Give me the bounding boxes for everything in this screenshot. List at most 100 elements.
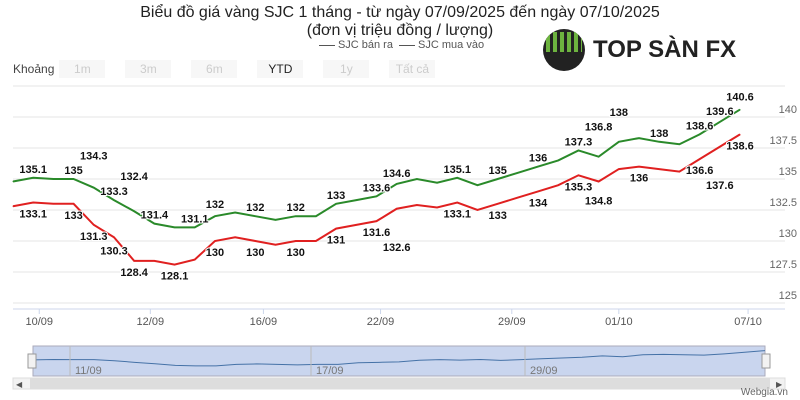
- range-all[interactable]: Tất cả: [389, 60, 436, 78]
- data-point: [93, 187, 95, 189]
- data-label: 133.3: [100, 186, 128, 198]
- range-ytd[interactable]: YTD: [257, 60, 304, 78]
- data-point: [295, 240, 297, 242]
- data-label: 134.8: [585, 195, 613, 207]
- y-tick-label: 130: [779, 228, 797, 240]
- navigator-handle-left[interactable]: [27, 353, 37, 369]
- range-3m[interactable]: 3m: [125, 60, 172, 78]
- legend-item-sell[interactable]: SJC bán ra: [316, 39, 393, 51]
- data-point: [618, 141, 620, 143]
- data-point: [497, 203, 499, 205]
- legend-item-buy[interactable]: SJC mua vào: [396, 39, 484, 51]
- data-label: 133: [488, 210, 506, 222]
- y-tick-label: 137.5: [769, 135, 797, 147]
- data-point: [93, 224, 95, 226]
- data-point: [32, 202, 34, 204]
- data-label: 131.1: [181, 213, 209, 225]
- data-label: 138: [650, 128, 668, 140]
- data-label: 137.3: [565, 136, 593, 148]
- data-point: [658, 141, 660, 143]
- data-label: 136.6: [686, 165, 714, 177]
- data-point: [275, 244, 277, 246]
- x-tick-label: 07/10: [734, 316, 762, 328]
- data-label: 128.4: [120, 267, 148, 279]
- data-point: [699, 158, 701, 160]
- data-label: 138.6: [726, 140, 754, 152]
- data-point: [315, 215, 317, 217]
- data-point: [153, 223, 155, 225]
- data-point: [52, 178, 54, 180]
- range-1m[interactable]: 1m: [59, 60, 106, 78]
- data-point: [214, 215, 216, 217]
- data-label: 136: [630, 173, 648, 185]
- logo: TOP SÀN FX: [535, 25, 761, 75]
- data-point: [557, 159, 559, 161]
- data-label: 135: [488, 165, 506, 177]
- y-tick-label: 140: [779, 104, 797, 116]
- data-point: [73, 203, 75, 205]
- data-label: 134: [529, 197, 548, 209]
- data-label: 133: [327, 190, 345, 202]
- data-label: 130.3: [100, 245, 128, 257]
- data-point: [113, 236, 115, 238]
- navigator-series: [32, 350, 766, 367]
- data-label: 132: [206, 199, 224, 211]
- data-label: 128.1: [161, 271, 189, 283]
- data-label: 131.6: [363, 227, 391, 239]
- watermark: Webgia.vn: [740, 387, 788, 398]
- scroll-left-icon[interactable]: ◀: [16, 380, 23, 389]
- data-label: 138: [610, 107, 628, 119]
- data-point: [214, 240, 216, 242]
- data-label: 132.6: [383, 242, 411, 254]
- data-label: 132: [287, 202, 305, 214]
- data-point: [254, 240, 256, 242]
- data-point: [234, 236, 236, 238]
- data-label: 130: [246, 247, 264, 259]
- range-6m[interactable]: 6m: [191, 60, 238, 78]
- navigator-handle-right[interactable]: [761, 353, 771, 369]
- data-point: [376, 220, 377, 222]
- data-point: [295, 215, 297, 217]
- data-point: [476, 184, 478, 186]
- data-point: [355, 224, 357, 226]
- chart-title: Biểu đồ giá vàng SJC 1 tháng - từ ngày 0…: [140, 4, 660, 21]
- data-label: 135.1: [19, 164, 47, 176]
- data-label: 140.6: [726, 92, 754, 104]
- y-tick-label: 127.5: [769, 259, 797, 271]
- data-point: [12, 180, 14, 182]
- data-point: [174, 264, 176, 266]
- data-point: [456, 177, 458, 179]
- data-label: 135.1: [444, 164, 472, 176]
- data-point: [517, 197, 519, 199]
- data-point: [355, 199, 357, 201]
- x-tick-label: 16/09: [250, 316, 278, 328]
- data-point: [537, 190, 539, 192]
- data-point: [12, 205, 14, 207]
- y-tick-label: 125: [779, 290, 797, 302]
- data-point: [416, 204, 418, 206]
- x-tick-label: 29/09: [498, 316, 526, 328]
- range-1y[interactable]: 1y: [323, 60, 370, 78]
- navigator-window[interactable]: [32, 345, 766, 377]
- data-label: 133.1: [19, 209, 47, 221]
- data-point: [133, 260, 135, 262]
- data-label: 132.4: [120, 171, 148, 183]
- scrollbar-thumb[interactable]: [30, 378, 770, 389]
- data-point: [658, 168, 660, 170]
- data-point: [739, 133, 741, 135]
- data-point: [598, 180, 600, 182]
- data-label: 138.6: [686, 120, 714, 132]
- data-point: [598, 156, 600, 158]
- data-point: [174, 226, 176, 228]
- data-label: 132: [246, 202, 264, 214]
- data-label: 130: [287, 247, 305, 259]
- chart-subtitle: (đơn vị triệu đồng / lượng): [306, 22, 494, 39]
- data-label: 136: [529, 153, 547, 165]
- data-label: 131.4: [141, 210, 169, 222]
- data-label: 136.8: [585, 122, 613, 134]
- data-point: [739, 109, 741, 111]
- data-point: [577, 149, 579, 151]
- scroll-right-icon[interactable]: ▶: [776, 380, 783, 389]
- data-label: 134.6: [383, 168, 411, 180]
